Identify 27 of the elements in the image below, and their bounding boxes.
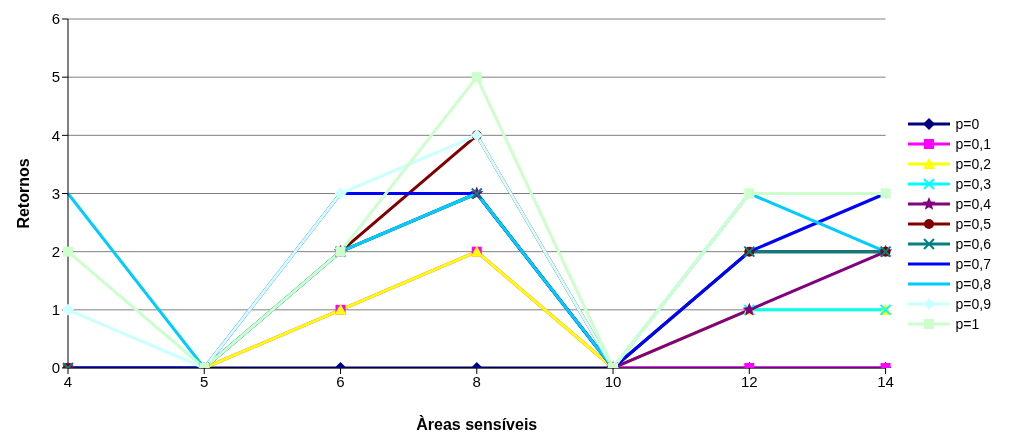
legend-label: p=0,2 <box>955 156 991 172</box>
y-tick-label: 2 <box>51 242 60 260</box>
x-tick-label: 8 <box>472 372 481 390</box>
y-tick-label: 3 <box>51 184 60 202</box>
legend-label: p=0 <box>955 116 980 132</box>
legend-label: p=0,1 <box>955 136 991 152</box>
legend-label: p=0,6 <box>955 236 991 252</box>
legend-label: p=0,9 <box>955 296 991 312</box>
x-tick-label: 12 <box>740 372 758 390</box>
x-axis-title: Àreas sensíveis <box>416 415 538 433</box>
y-tick-label: 4 <box>51 126 60 144</box>
y-tick-label: 5 <box>51 68 60 86</box>
y-axis-title: Retornos <box>14 158 32 229</box>
y-tick-label: 0 <box>51 359 60 377</box>
legend-label: p=0,4 <box>955 196 991 212</box>
x-tick-label: 10 <box>604 372 622 390</box>
y-tick-label: 6 <box>51 10 60 28</box>
x-tick-label: 14 <box>877 372 894 390</box>
legend-label: p=0,3 <box>955 176 991 192</box>
x-tick-label: 4 <box>63 372 73 390</box>
legend-label: p=0,8 <box>955 276 991 292</box>
x-tick-label: 6 <box>336 372 345 390</box>
legend-label: p=0,5 <box>955 216 991 232</box>
x-tick-label: 5 <box>200 372 209 390</box>
legend-label: p=0,7 <box>955 256 991 272</box>
y-tick-label: 1 <box>51 301 60 319</box>
legend-label: p=1 <box>955 316 980 332</box>
